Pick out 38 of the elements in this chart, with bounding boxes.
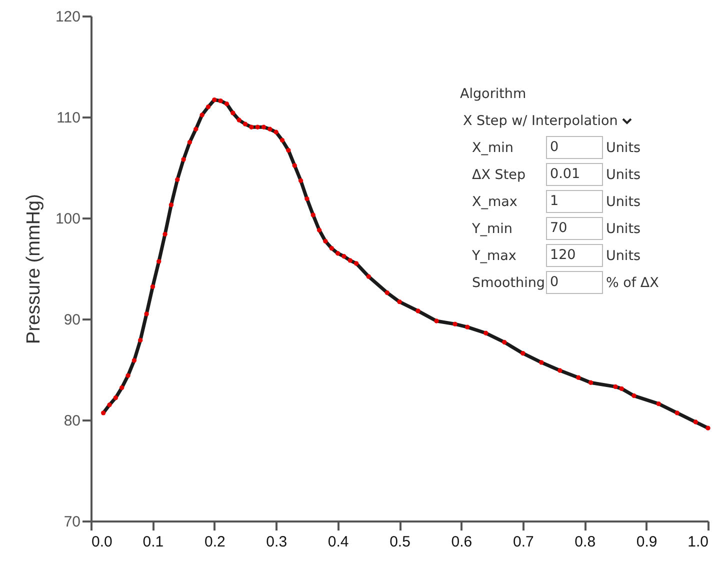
annotation: Units	[605, 248, 641, 264]
annotation: Units	[605, 220, 641, 236]
y-tick-label: 120	[55, 8, 80, 26]
x-tick-label: 0.0	[92, 534, 112, 550]
text-field: 70	[546, 217, 603, 240]
annotation: % of ΔX	[605, 274, 659, 290]
x-tick-label: 1.0	[688, 534, 708, 550]
annotation: Y_max	[471, 248, 518, 264]
y-tick-label: 90	[64, 312, 80, 328]
annotation: Y_min	[471, 220, 514, 236]
x-tick-label: 0.4	[328, 534, 349, 550]
annotation: Units	[605, 140, 641, 156]
y-axis-title: Pressure (mmHg)	[23, 194, 44, 344]
text-field: 120	[546, 244, 603, 267]
x-tick-label: 0.2	[204, 534, 226, 550]
annotation: Units	[605, 166, 641, 182]
y-tick-label: 80	[64, 412, 80, 430]
y-tick-label: 70	[64, 514, 80, 530]
x-tick-label: 0.3	[266, 534, 288, 550]
x-tick-label: 0.7	[512, 534, 534, 550]
x-tick-label: 0.8	[574, 534, 596, 550]
x-tick-label: 0.6	[451, 534, 472, 550]
annotation: Units	[605, 194, 641, 210]
annotation: X_min	[471, 140, 514, 156]
annotation: ΔX Step	[471, 166, 527, 182]
text-field: 1	[546, 190, 603, 213]
annotation: X_max	[471, 194, 518, 210]
x-tick-label: 0.9	[636, 534, 658, 550]
annotation: X Step w/ Interpolation	[463, 113, 618, 129]
x-tick-label: 0.5	[390, 534, 410, 550]
annotation: Smoothing	[471, 274, 546, 290]
text-field: 0.01	[546, 163, 603, 186]
x-tick-label: 0.1	[142, 534, 164, 550]
annotation: Algorithm	[460, 86, 528, 104]
text-field: 0	[546, 136, 603, 159]
text-field: 0	[546, 271, 603, 294]
y-tick-label: 110	[56, 110, 80, 126]
y-tick-label: 100	[55, 210, 80, 228]
